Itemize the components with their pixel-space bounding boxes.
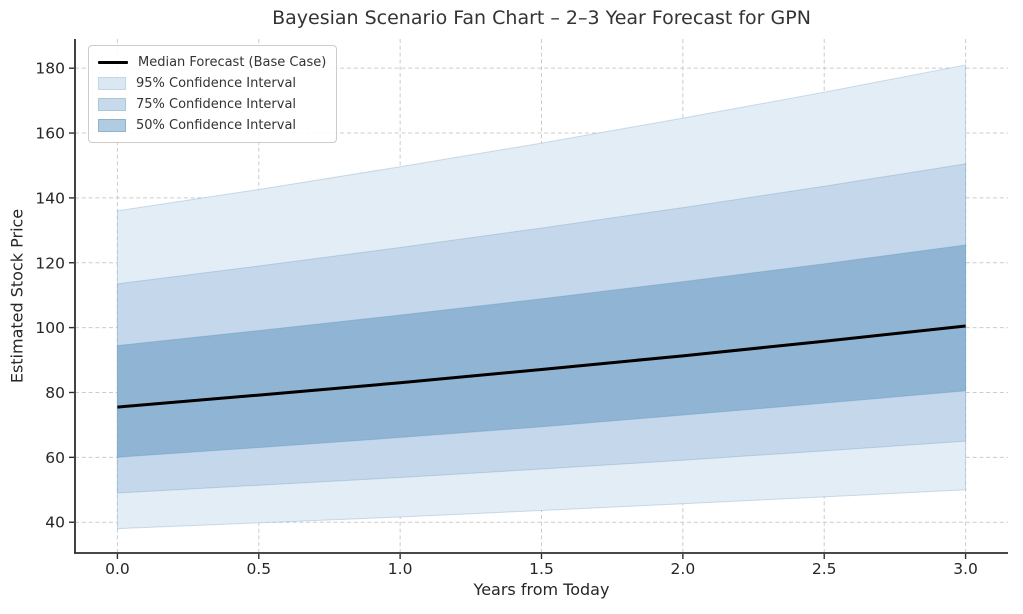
chart-title: Bayesian Scenario Fan Chart – 2–3 Year F…: [272, 7, 811, 29]
legend-line-swatch: [98, 61, 128, 64]
x-tick-label: 2.0: [671, 560, 696, 578]
x-tick-label: 0.5: [246, 560, 271, 578]
legend-patch-swatch: [98, 119, 126, 132]
y-tick-label: 120: [35, 254, 65, 272]
y-tick-label: 160: [35, 125, 65, 143]
confidence-band: [116, 244, 967, 458]
x-tick-label: 0.0: [105, 560, 130, 578]
legend-patch-swatch: [98, 98, 126, 111]
x-tick-label: 2.5: [812, 560, 837, 578]
y-tick-label: 40: [45, 514, 65, 532]
median-forecast-line: [117, 324, 966, 409]
legend-patch-swatch: [98, 77, 126, 90]
legend-label: 95% Confidence Interval: [136, 76, 297, 91]
y-axis-label-text: Estimated Stock Price: [7, 208, 27, 384]
legend: Median Forecast (Base Case) 95% Confidenc…: [88, 45, 337, 143]
x-tick-label: 1.0: [388, 560, 413, 578]
legend-label: 75% Confidence Interval: [136, 97, 297, 112]
x-tick-label: 1.5: [529, 560, 554, 578]
legend-item: 95% Confidence Interval: [98, 73, 327, 94]
legend-item: 75% Confidence Interval: [98, 94, 327, 115]
legend-item: Median Forecast (Base Case): [98, 52, 327, 73]
x-tick-label: 3.0: [953, 560, 978, 578]
y-tick-label: 100: [35, 319, 65, 337]
legend-item: 50% Confidence Interval: [98, 115, 327, 136]
y-tick-label: 140: [35, 189, 65, 207]
y-tick-label: 80: [45, 384, 65, 402]
y-tick-label: 180: [35, 60, 65, 78]
legend-label: 50% Confidence Interval: [136, 118, 297, 133]
x-axis-label: Years from Today: [473, 580, 610, 599]
legend-label: Median Forecast (Base Case): [138, 55, 327, 70]
y-tick-label: 60: [45, 449, 65, 467]
